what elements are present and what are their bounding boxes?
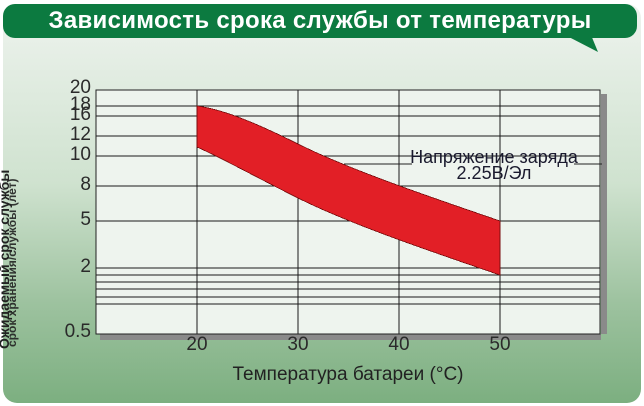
svg-text:8: 8 xyxy=(80,174,91,195)
svg-text:30: 30 xyxy=(287,334,308,355)
svg-text:Температура батареи (°C): Температура батареи (°C) xyxy=(232,364,463,385)
svg-text:2.25В/Эл: 2.25В/Эл xyxy=(457,163,532,183)
svg-text:5: 5 xyxy=(80,209,91,230)
svg-text:20: 20 xyxy=(186,334,207,355)
svg-text:0.5: 0.5 xyxy=(65,321,91,342)
svg-text:10: 10 xyxy=(70,144,91,165)
svg-text:12: 12 xyxy=(70,124,91,145)
svg-text:50: 50 xyxy=(489,334,510,355)
svg-text:16: 16 xyxy=(70,104,91,125)
svg-text:40: 40 xyxy=(388,334,409,355)
svg-text:2: 2 xyxy=(80,256,91,277)
